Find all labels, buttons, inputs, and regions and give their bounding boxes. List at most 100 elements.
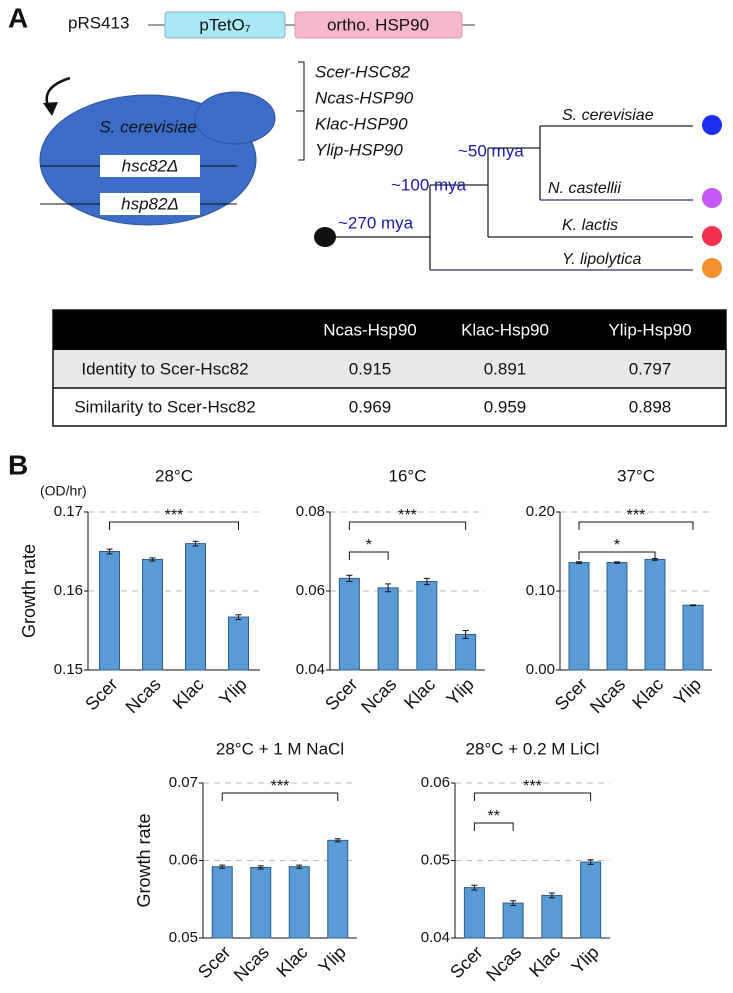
y-tick-label: 0.20 [526,503,555,520]
chart-title: 28°C + 0.2 M LiCl [466,739,600,758]
bar [250,866,272,939]
bar [580,861,602,939]
significance-bracket [473,822,514,831]
bar [185,543,206,671]
bar [606,562,628,671]
species-dot [702,258,722,278]
bar [463,887,485,939]
error-bar [471,884,478,891]
x-tick-label: Ylip [442,674,477,709]
deletion-box [100,193,200,215]
y-axis-label: Growth rate [134,813,154,907]
chart-title: 28°C + 1 M NaCl [216,739,344,758]
y-tick-label: 0.08 [296,503,325,520]
y-tick-label: 0.05 [421,851,450,868]
bar [288,866,310,939]
species-label: Y. lipolytica [562,251,642,268]
bar [644,558,666,671]
phylogeny [330,125,693,271]
bar [327,839,349,939]
panel-label: B [8,449,28,480]
error-bar [106,548,113,555]
gene-label: Ncas-HSP90 [315,88,414,107]
y-tick-label: 0.05 [169,929,198,946]
error-bar [149,557,156,562]
significance-bracket [109,521,239,530]
significance-label: * [614,537,620,554]
x-tick-label: Scer [446,942,486,982]
error-bar [257,865,264,870]
y-tick-label: 0.16 [54,582,83,599]
gene-label: Scer-HSC82 [315,62,411,81]
significance-label: *** [165,507,184,524]
error-bar [385,583,392,593]
significance-bracket [348,551,389,560]
deletion-label: hsp82Δ [121,194,179,213]
x-tick-label: Ylip [567,942,602,977]
x-tick-label: Ncas [122,674,165,717]
gene-label: Klac-HSP90 [315,114,408,133]
y-tick-label: 0.17 [54,503,83,520]
chart-title: 28°C [155,466,193,485]
bar [142,558,163,671]
error-bar [219,864,226,869]
divergence-label: ~100 mya [391,175,467,194]
y-tick-label: 0.04 [421,929,450,946]
error-bar [690,604,696,607]
table-header [53,310,726,350]
table: Ncas-Hsp90 Klac-Hsp90 Ylip-Hsp90 Identity t… [74,320,691,416]
table-row-label: Identity to Scer-Hsc82 [81,359,248,378]
arrow-head [43,102,58,116]
x-tick-label: Ncas [230,942,273,985]
promoter-box [164,11,286,39]
table-header-cell: Ncas-Hsp90 [323,320,417,339]
plasmid-label: pRS413 [68,13,129,32]
error-bar [192,540,199,547]
significance-bracket [221,792,339,801]
x-tick-label: Ncas [586,674,629,717]
insert-label: ortho. HSP90 [327,15,429,34]
error-bar [346,574,353,583]
x-tick-label: Scer [194,942,234,982]
y-tick-label: 0.06 [421,774,450,791]
bar [455,633,477,671]
significance-label: *** [398,507,417,524]
root-dot [314,227,336,247]
bar [377,587,399,671]
chart-title: 16°C [389,466,427,485]
significance-bracket [578,551,656,560]
error-bar [423,577,430,586]
error-bar [235,614,242,620]
significance-label: *** [271,778,290,795]
error-bar [548,892,555,899]
y-tick-label: 0.15 [54,661,83,678]
y-tick-label: 0.06 [296,582,325,599]
significance-label: *** [627,507,646,524]
table-frame [52,309,727,427]
table-cell: 0.959 [484,397,527,416]
x-tick-label: Klac [525,942,564,981]
x-tick-label: Scer [81,674,121,714]
bar [416,581,438,671]
yeast-bud [194,91,276,145]
error-bar [510,900,517,906]
x-tick-label: Ylip [215,674,250,709]
cell-label: S. cerevisiae [99,117,196,136]
y-axis-label: Growth rate [19,544,39,638]
x-tick-label: Scer [551,674,591,714]
x-tick-label: Ylip [670,674,705,709]
bar [228,616,249,671]
insert-box [294,11,463,39]
species-dot [702,115,722,135]
species-dot [702,188,722,208]
gene-bracket [296,61,305,161]
error-bar [296,864,303,869]
bar [541,894,563,939]
divergence-label: ~270 mya [338,213,414,232]
bar [338,577,360,671]
error-bar [576,561,582,564]
x-tick-label: Ncas [357,674,400,717]
bar [502,902,524,939]
error-bar [334,838,341,843]
